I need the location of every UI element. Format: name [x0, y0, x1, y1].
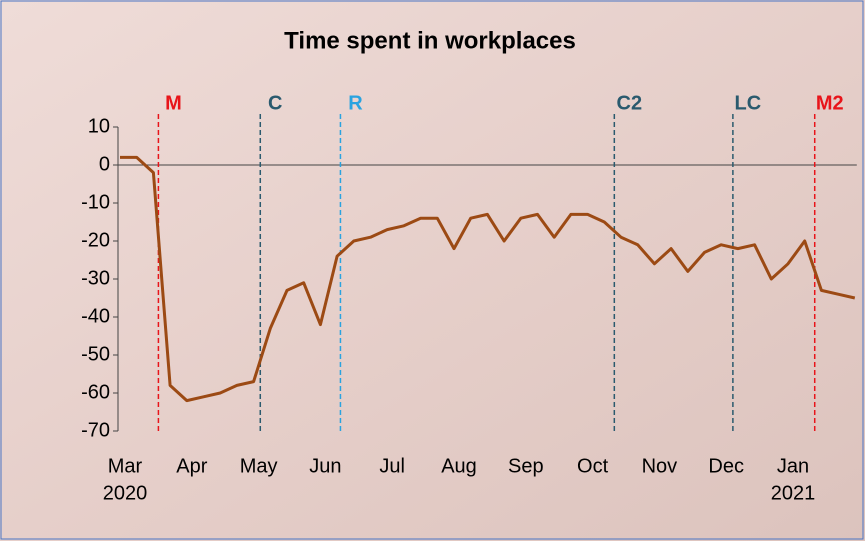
x-tick-label: Jun [309, 455, 341, 477]
x-tick-label: Dec [708, 455, 744, 477]
event-label: M2 [816, 92, 844, 114]
event-label: M [165, 92, 182, 114]
event-label: C2 [617, 92, 643, 114]
x-tick-label: Mar [108, 455, 143, 477]
y-tick-label: -50 [81, 343, 110, 365]
y-tick-label: -70 [81, 419, 110, 441]
y-tick-label: -60 [81, 381, 110, 403]
x-tick-label: Jan [777, 455, 809, 477]
event-label: R [348, 92, 363, 114]
y-tick-label: -20 [81, 229, 110, 251]
chart-title: Time spent in workplaces [284, 27, 576, 54]
y-tick-label: 10 [88, 115, 110, 137]
y-tick-label: -10 [81, 191, 110, 213]
y-tick-label: 0 [99, 153, 110, 175]
event-label: C [268, 92, 282, 114]
x-tick-label: Jul [379, 455, 405, 477]
series-line [120, 155, 856, 403]
year-label: 2021 [771, 482, 816, 504]
x-tick-label: Aug [441, 455, 477, 477]
x-tick-label: Sep [508, 455, 544, 477]
x-tick-label: May [240, 455, 278, 477]
x-tick-label: Nov [642, 455, 678, 477]
y-tick-label: -30 [81, 267, 110, 289]
event-label: LC [735, 92, 762, 114]
y-tick-label: -40 [81, 305, 110, 327]
x-tick-label: Apr [176, 455, 207, 477]
x-tick-label: Oct [577, 455, 609, 477]
year-label: 2020 [103, 482, 148, 504]
